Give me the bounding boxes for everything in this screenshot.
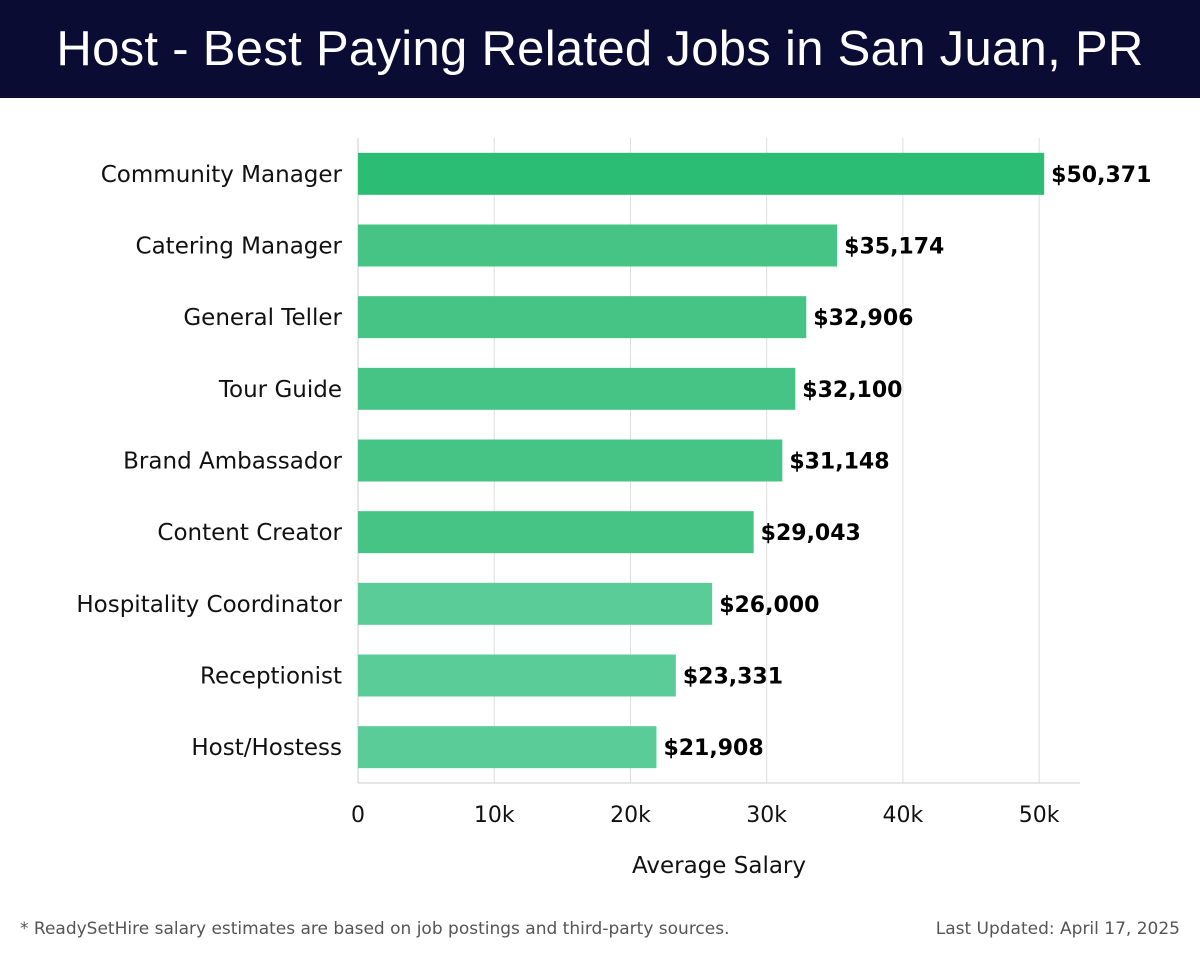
category-label-1: Catering Manager <box>136 234 343 260</box>
bar-3 <box>358 367 796 410</box>
value-label-1: $35,174 <box>844 235 944 260</box>
category-label-3: Tour Guide <box>218 377 342 403</box>
chart-title: Host - Best Paying Related Jobs in San J… <box>56 22 1144 76</box>
x-tick-label-1: 10k <box>474 803 515 828</box>
x-tick-label-3: 30k <box>746 803 787 828</box>
value-label-6: $26,000 <box>719 593 819 618</box>
value-label-2: $32,906 <box>813 306 913 331</box>
value-label-3: $32,100 <box>802 378 902 403</box>
bar-5 <box>358 511 754 554</box>
x-tick-label-2: 20k <box>610 803 651 828</box>
value-label-0: $50,371 <box>1051 163 1151 188</box>
bar-0 <box>358 152 1045 195</box>
category-label-5: Content Creator <box>157 520 342 546</box>
bar-2 <box>358 296 807 339</box>
category-label-4: Brand Ambassador <box>123 449 342 475</box>
source-note: * ReadySetHire salary estimates are base… <box>20 919 730 939</box>
bar-8 <box>358 726 657 769</box>
category-label-8: Host/Hostess <box>191 735 342 761</box>
category-label-6: Hospitality Coordinator <box>76 592 342 618</box>
category-label-7: Receptionist <box>200 664 342 690</box>
x-tick-label-4: 40k <box>883 803 924 828</box>
bar-1 <box>358 224 838 267</box>
chart-header: Host - Best Paying Related Jobs in San J… <box>0 0 1200 98</box>
category-label-2: General Teller <box>183 305 342 331</box>
bar-7 <box>358 654 676 697</box>
value-label-4: $31,148 <box>789 450 889 475</box>
value-label-5: $29,043 <box>761 521 861 546</box>
x-tick-label-0: 0 <box>351 803 365 828</box>
bar-4 <box>358 439 783 482</box>
x-tick-label-5: 50k <box>1019 803 1060 828</box>
value-label-8: $21,908 <box>663 736 763 761</box>
category-label-0: Community Manager <box>101 162 343 188</box>
value-label-7: $23,331 <box>683 665 783 690</box>
x-axis-title: Average Salary <box>632 853 806 879</box>
bar-6 <box>358 582 713 625</box>
last-updated: Last Updated: April 17, 2025 <box>935 919 1180 939</box>
bar-chart: Community Manager $50,371 Catering Manager… <box>76 138 1151 879</box>
